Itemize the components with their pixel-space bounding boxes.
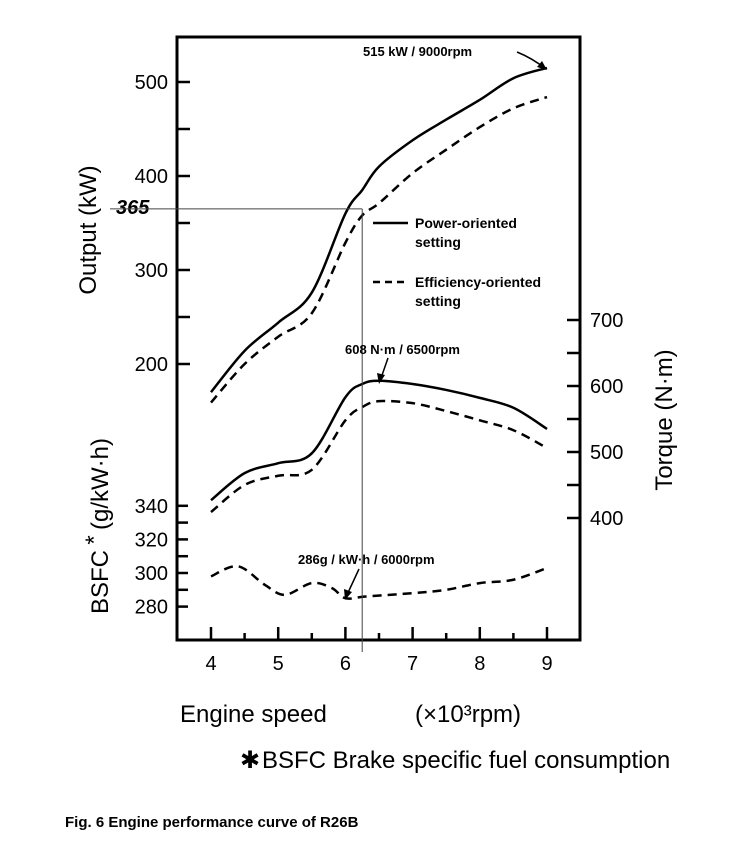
bsfc-label-unit: (g/kW·h) <box>87 438 114 530</box>
series-torque-efficiency-oriented <box>210 399 548 514</box>
output-tick-label: 400 <box>135 166 168 188</box>
footnote-mark: ✱ <box>240 747 260 774</box>
legend-power-2: setting <box>415 234 461 250</box>
bsfc-tick-label: 320 <box>135 529 168 551</box>
series-torque-power-oriented <box>210 379 548 502</box>
bsfc-axis-label: BSFC * (g/kW·h) <box>81 438 114 614</box>
bsfc-star: * <box>81 535 108 544</box>
torque-tick-label: 600 <box>590 376 623 398</box>
legend-eff-2: setting <box>415 293 461 309</box>
bsfc-tick-label: 300 <box>135 563 168 585</box>
torque-tick-label: 400 <box>590 508 623 530</box>
output-tick-label-365: 365 <box>116 197 150 219</box>
bsfc-tick-label: 340 <box>135 496 168 518</box>
arrow-head-icon <box>537 61 547 70</box>
footnote: BSFC Brake specific fuel consumption <box>262 747 670 774</box>
x-axis-unit: (×10³rpm) <box>415 701 521 728</box>
x-tick-label: 6 <box>340 653 351 675</box>
legend-power: Power-oriented <box>415 215 517 231</box>
torque-tick-label: 500 <box>590 442 623 464</box>
x-axis-label: Engine speed <box>180 701 327 728</box>
legend-eff: Efficiency-oriented <box>415 274 541 290</box>
annotation-peak-power: 515 kW / 9000rpm <box>363 44 472 59</box>
x-tick-label: 8 <box>474 653 485 675</box>
annotation-peak-torque: 608 N·m / 6500rpm <box>345 342 460 357</box>
x-tick-label: 4 <box>205 653 216 675</box>
bsfc-label-main: BSFC <box>87 550 114 614</box>
torque-axis-label: Torque (N·m) <box>651 349 678 490</box>
figure-caption: Fig. 6 Engine performance curve of R26B <box>65 814 359 831</box>
arrow-head-icon <box>377 373 385 384</box>
x-tick-label: 7 <box>407 653 418 675</box>
series-output-efficiency-oriented <box>210 95 548 404</box>
arrow-head-icon <box>344 589 352 600</box>
series-bsfc-efficiency-oriented <box>210 564 548 600</box>
output-axis-label: Output (kW) <box>75 165 102 294</box>
annotation-min-bsfc: 286g / kW·h / 6000rpm <box>298 552 435 567</box>
plot-frame <box>175 35 582 642</box>
bsfc-tick-label: 280 <box>135 597 168 619</box>
x-tick-label: 9 <box>541 653 552 675</box>
x-tick-label: 5 <box>273 653 284 675</box>
output-tick-label: 200 <box>135 354 168 376</box>
series-output-power-oriented <box>210 66 548 393</box>
torque-tick-label: 700 <box>590 310 623 332</box>
output-tick-label: 300 <box>135 260 168 282</box>
output-tick-label: 500 <box>135 72 168 94</box>
